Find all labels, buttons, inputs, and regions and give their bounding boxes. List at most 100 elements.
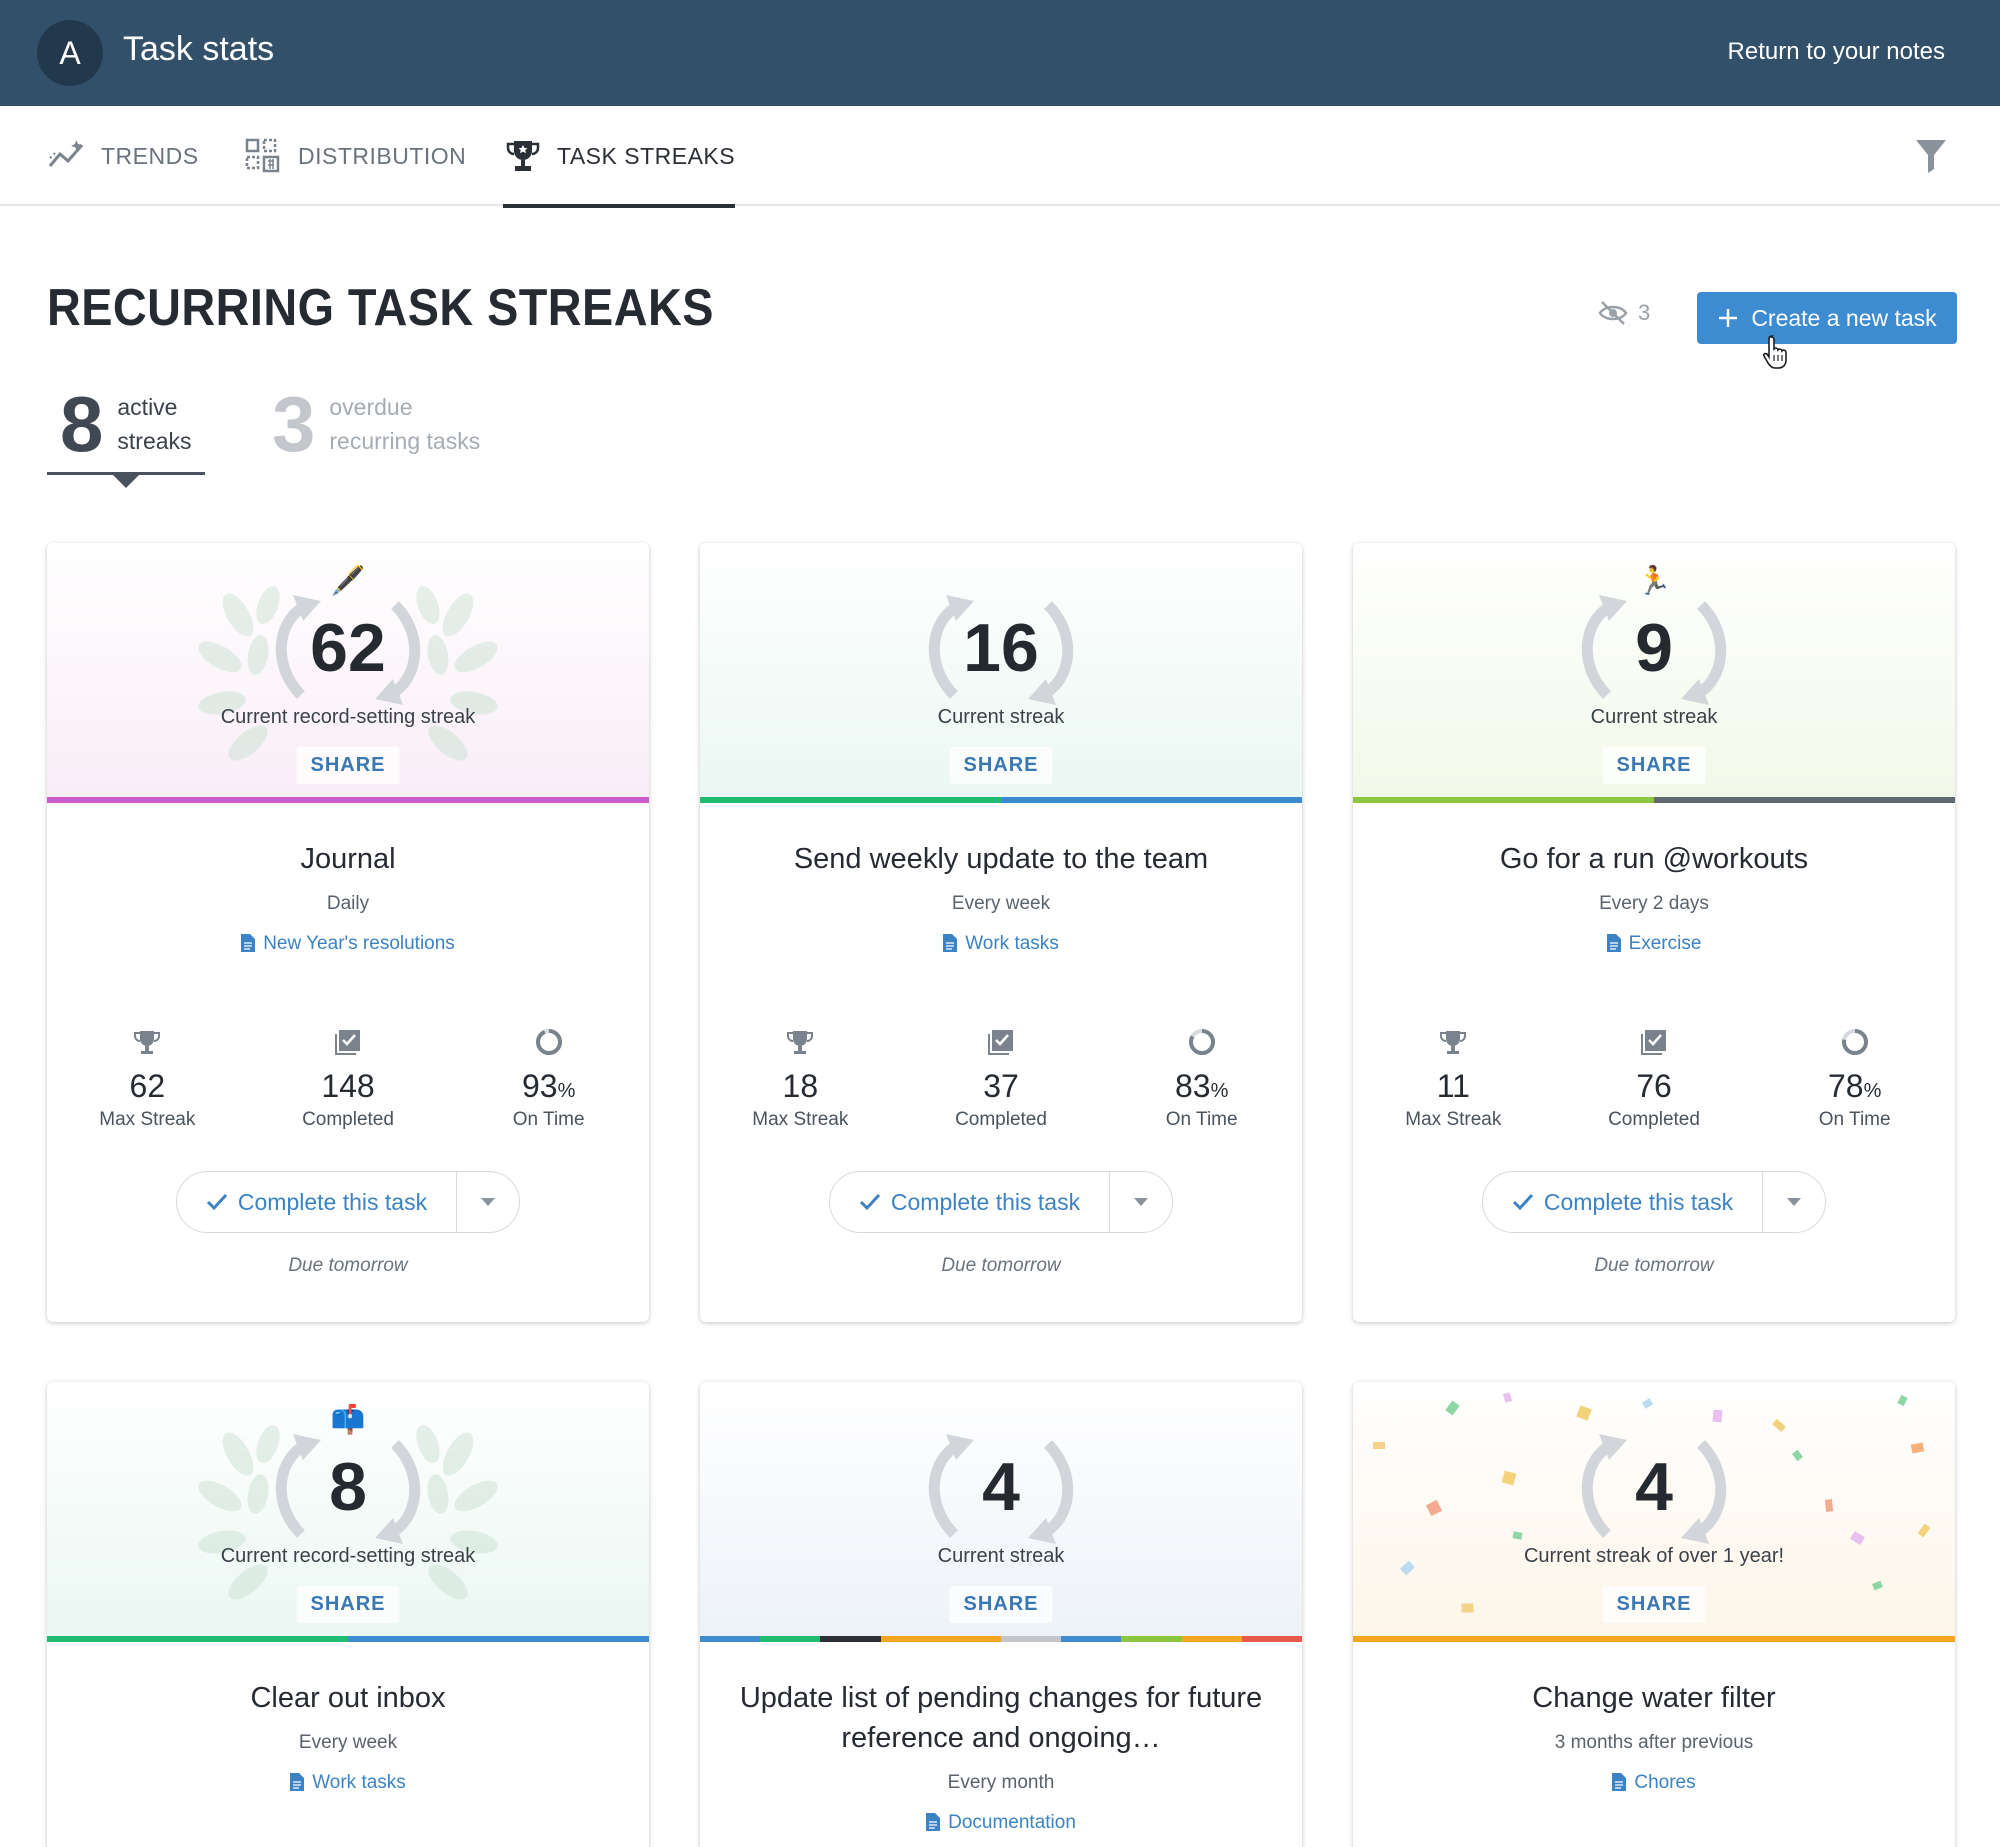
note-link-label: Exercise <box>1628 933 1702 954</box>
completed-label: Completed <box>302 1109 394 1130</box>
trophy-icon <box>787 1031 814 1054</box>
trophy-icon <box>134 1031 161 1054</box>
streak-card: 🖋️ 62 Current record-setting streak SHAR… <box>47 543 649 1322</box>
confetti-piece <box>1445 1400 1460 1416</box>
tab-trends[interactable]: TRENDS <box>47 106 199 206</box>
complete-task-button[interactable]: Complete this task <box>830 1172 1110 1232</box>
hidden-tasks-toggle[interactable]: 3 <box>1598 300 1650 326</box>
stat-completed: 76 Completed <box>1554 1027 1755 1131</box>
stat-completed: 148 Completed <box>248 1027 449 1131</box>
repeat-arrows-icon <box>1581 1434 1727 1544</box>
max-streak-value: 18 <box>782 1068 819 1104</box>
share-button[interactable]: SHARE <box>1602 1586 1706 1623</box>
max-streak-value: 11 <box>1436 1068 1470 1104</box>
tab-trends-label: TRENDS <box>101 142 199 169</box>
max-streak-label: Max Streak <box>99 1109 196 1130</box>
completed-label: Completed <box>955 1109 1047 1130</box>
note-link[interactable]: Documentation <box>700 1812 1302 1834</box>
share-button[interactable]: SHARE <box>949 1586 1053 1623</box>
counter-selected-underline <box>47 472 205 475</box>
chevron-down-icon <box>1787 1198 1801 1206</box>
complete-task-button[interactable]: Complete this task <box>1483 1172 1763 1232</box>
chevron-down-icon <box>1134 1198 1148 1206</box>
avatar[interactable]: A <box>37 20 103 86</box>
current-streak-value: 4 <box>982 1449 1020 1525</box>
share-button[interactable]: SHARE <box>1602 747 1706 784</box>
overdue-tasks-counter[interactable]: 3 overdue recurring tasks <box>272 385 480 463</box>
stat-on-time: 83% On Time <box>1101 1027 1302 1131</box>
task-emoji: 🖋️ <box>330 565 366 596</box>
active-streaks-label-2: streaks <box>117 428 192 454</box>
task-frequency: Every week <box>951 893 1051 914</box>
due-date: Due tomorrow <box>1594 1255 1714 1276</box>
stat-on-time: 78% On Time <box>1754 1027 1955 1131</box>
document-icon <box>290 1773 305 1791</box>
task-title[interactable]: Journal <box>300 843 396 875</box>
on-time-value: 78% <box>1827 1068 1882 1104</box>
streak-stats: 62 Max Streak 148 Completed 93% On Time <box>47 1027 649 1131</box>
laurel-icon <box>198 1424 498 1600</box>
filter-icon[interactable] <box>1914 136 1948 176</box>
hand-cursor-icon <box>1762 335 1787 369</box>
streak-card: 🏃 9 Current streak SHARE Go for a run @w… <box>1353 543 1955 1322</box>
note-link[interactable]: Chores <box>1353 1772 1955 1794</box>
active-streaks-label-1: active <box>117 394 178 420</box>
complete-task-label: Complete this task <box>237 1188 428 1215</box>
stat-max-streak: 11 Max Streak <box>1353 1027 1554 1131</box>
note-link[interactable]: Exercise <box>1353 933 1955 955</box>
task-title[interactable]: Send weekly update to the team <box>793 843 1209 875</box>
current-streak-value: 62 <box>310 610 386 686</box>
share-button[interactable]: SHARE <box>296 747 400 784</box>
max-streak-value: 62 <box>129 1068 166 1104</box>
current-streak-label: Current streak of over 1 year! <box>1523 1545 1785 1567</box>
document-icon <box>241 934 256 952</box>
task-title[interactable]: Change water filter <box>1532 1682 1776 1714</box>
document-icon <box>926 1813 941 1831</box>
task-title[interactable]: Go for a run @workouts <box>1499 843 1809 875</box>
share-button[interactable]: SHARE <box>296 1586 400 1623</box>
completed-value: 76 <box>1636 1068 1672 1104</box>
share-button[interactable]: SHARE <box>949 747 1053 784</box>
active-streaks-counter[interactable]: 8 active streaks <box>60 385 192 463</box>
note-link[interactable]: Work tasks <box>47 1772 649 1794</box>
streak-card-header: 4 Current streak of over 1 year! SHARE <box>1353 1382 1955 1642</box>
complete-task-label: Complete this task <box>890 1188 1081 1215</box>
plus-icon <box>1719 309 1738 327</box>
on-time-label: On Time <box>1165 1109 1238 1130</box>
task-title[interactable]: Clear out inbox <box>250 1682 446 1714</box>
streak-card-header: 🏃 9 Current streak SHARE <box>1353 543 1955 803</box>
current-streak-label: Current streak <box>937 1545 1065 1567</box>
note-link-label: New Year's resolutions <box>263 933 455 954</box>
repeat-arrows-icon <box>275 595 421 705</box>
complete-options-dropdown[interactable] <box>457 1172 519 1232</box>
check-icon <box>859 1193 880 1211</box>
tab-distribution[interactable]: DISTRIBUTION <box>244 106 466 206</box>
checklist-icon <box>335 1030 360 1055</box>
complete-options-dropdown[interactable] <box>1763 1172 1825 1232</box>
complete-options-dropdown[interactable] <box>1110 1172 1172 1232</box>
task-title[interactable]: Update list of pending changes for futur… <box>739 1682 1263 1754</box>
completed-label: Completed <box>1608 1109 1700 1130</box>
create-task-button[interactable]: Create a new task <box>1697 292 1957 344</box>
section-title: RECURRING TASK STREAKS <box>47 279 714 337</box>
note-link[interactable]: Work tasks <box>700 933 1302 955</box>
return-to-notes-link[interactable]: Return to your notes <box>1727 38 1945 65</box>
overdue-tasks-label-2: recurring tasks <box>329 428 481 454</box>
create-task-label: Create a new task <box>1751 304 1937 331</box>
complete-task-button[interactable]: Complete this task <box>177 1172 457 1232</box>
chevron-down-icon <box>481 1198 495 1206</box>
confetti-piece <box>1850 1531 1865 1545</box>
repeat-arrows-icon <box>275 1434 421 1544</box>
max-streak-label: Max Streak <box>752 1109 849 1130</box>
confetti-piece <box>1502 1392 1513 1403</box>
stat-max-streak: 18 Max Streak <box>700 1027 901 1131</box>
confetti-piece <box>1576 1405 1592 1421</box>
streak-card: 📫 8 Current record-setting streak SHARE … <box>47 1382 649 1847</box>
tab-task-streaks[interactable]: TASK STREAKS <box>503 106 736 208</box>
task-frequency: Every 2 days <box>1599 893 1709 914</box>
checklist-icon <box>988 1030 1013 1055</box>
streak-card: 4 Current streak SHARE Update list of pe… <box>700 1382 1302 1847</box>
current-streak-value: 4 <box>1635 1449 1673 1525</box>
note-link[interactable]: New Year's resolutions <box>47 933 649 955</box>
current-streak-label: Current streak <box>937 706 1065 728</box>
